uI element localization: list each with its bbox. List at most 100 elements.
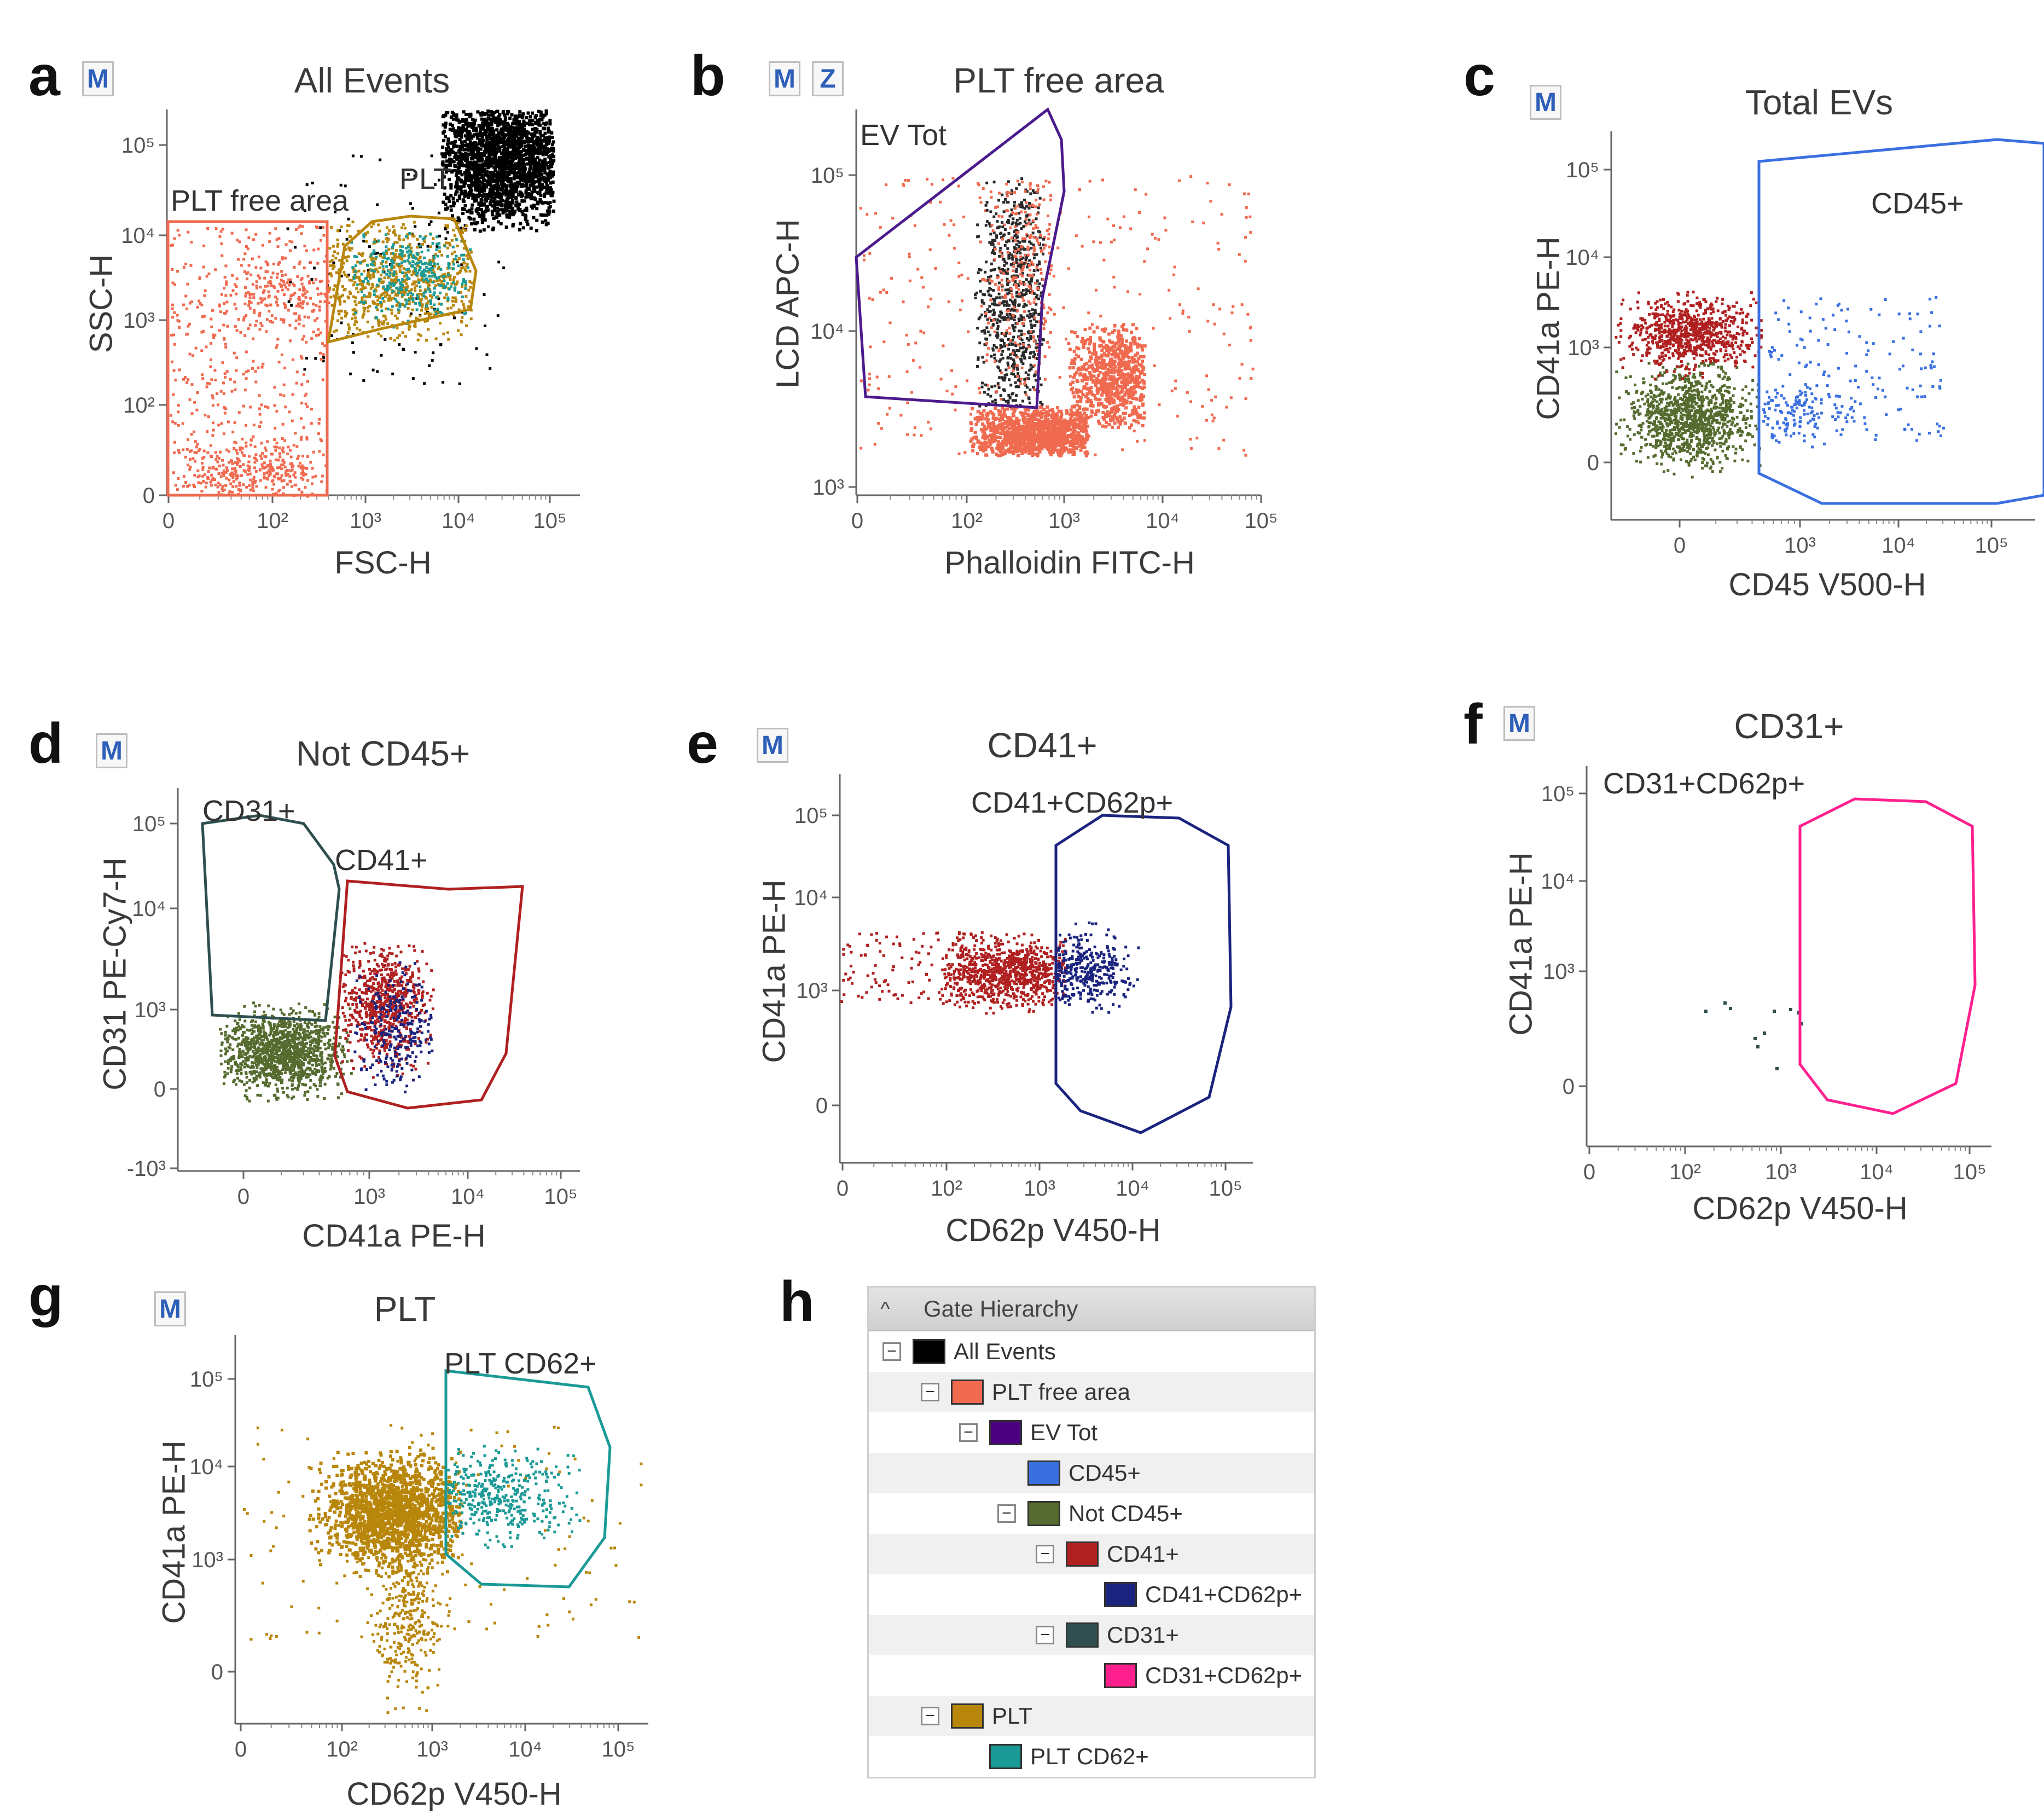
event-point: [298, 315, 301, 317]
event-point: [519, 123, 522, 126]
event-point: [508, 117, 512, 120]
event-point: [320, 480, 323, 483]
event-point: [235, 474, 238, 477]
event-point: [458, 271, 461, 274]
event-point: [486, 179, 489, 183]
event-point: [1073, 442, 1077, 445]
event-point: [481, 217, 484, 221]
event-point: [543, 171, 547, 175]
event-point: [455, 299, 457, 302]
event-point: [475, 210, 479, 213]
event-point: [283, 367, 286, 369]
event-point: [1018, 419, 1021, 422]
event-point: [498, 146, 501, 149]
event-point: [402, 293, 405, 296]
event-point: [1064, 425, 1067, 428]
event-point: [529, 172, 532, 176]
event-point: [1049, 442, 1053, 445]
event-point: [515, 164, 518, 167]
event-point: [518, 202, 521, 206]
event-point: [477, 207, 480, 210]
event-point: [242, 258, 245, 260]
event-point: [1123, 216, 1125, 218]
event-point: [283, 384, 286, 386]
event-point: [1055, 412, 1059, 415]
event-point: [503, 147, 506, 150]
event-point: [446, 307, 449, 310]
event-point: [401, 271, 404, 274]
event-point: [508, 214, 511, 217]
event-point: [1087, 311, 1090, 314]
event-point: [299, 318, 301, 321]
event-point: [547, 136, 550, 140]
event-point: [421, 275, 423, 278]
event-point: [385, 308, 387, 310]
event-point: [1026, 422, 1030, 425]
event-point: [291, 241, 293, 244]
event-point: [1063, 422, 1066, 426]
event-point: [282, 459, 284, 461]
event-point: [351, 247, 353, 250]
event-point: [531, 162, 534, 165]
event-point: [460, 333, 463, 336]
modify-gate-button[interactable]: M: [82, 61, 114, 96]
event-point: [537, 147, 541, 150]
event-point: [522, 161, 525, 164]
event-point: [289, 449, 292, 452]
event-point: [509, 192, 513, 195]
event-point: [1050, 433, 1053, 437]
event-point: [475, 347, 478, 350]
event-point: [511, 170, 514, 173]
event-point: [510, 184, 513, 187]
event-point: [258, 425, 261, 428]
event-point: [489, 142, 492, 146]
event-point: [420, 272, 422, 275]
event-point: [385, 245, 387, 248]
event-point: [551, 171, 555, 174]
event-point: [539, 143, 543, 147]
event-point: [207, 415, 210, 418]
event-point: [468, 172, 471, 175]
event-point: [1034, 357, 1037, 360]
event-point: [185, 308, 188, 310]
event-point: [304, 368, 306, 370]
event-point: [990, 437, 994, 440]
event-point: [376, 283, 379, 286]
event-point: [1226, 406, 1228, 409]
y-tick-label: 10⁴: [121, 224, 155, 248]
event-point: [516, 204, 519, 207]
event-point: [1178, 179, 1181, 182]
event-point: [245, 228, 248, 231]
event-point: [379, 159, 381, 161]
event-point: [532, 175, 536, 178]
event-point: [210, 318, 212, 321]
event-point: [247, 369, 250, 372]
event-point: [484, 200, 487, 203]
event-point: [520, 172, 524, 176]
event-point: [245, 370, 248, 373]
event-point: [509, 180, 512, 183]
event-point: [531, 160, 535, 163]
event-point: [386, 252, 388, 255]
event-point: [997, 443, 1001, 446]
event-point: [471, 118, 474, 121]
event-point: [497, 115, 501, 118]
event-point: [487, 160, 491, 163]
event-point: [264, 455, 266, 458]
event-point: [522, 148, 525, 151]
event-point: [253, 310, 256, 312]
event-point: [448, 160, 451, 163]
event-point: [507, 173, 510, 176]
event-point: [371, 283, 374, 286]
event-point: [469, 135, 472, 138]
event-point: [291, 462, 293, 465]
event-point: [247, 304, 250, 307]
event-point: [432, 242, 434, 245]
event-point: [457, 222, 460, 224]
event-point: [480, 168, 484, 171]
event-point: [507, 172, 510, 176]
event-point: [465, 270, 468, 273]
event-point: [885, 183, 887, 186]
event-point: [502, 192, 505, 195]
event-point: [531, 160, 535, 164]
